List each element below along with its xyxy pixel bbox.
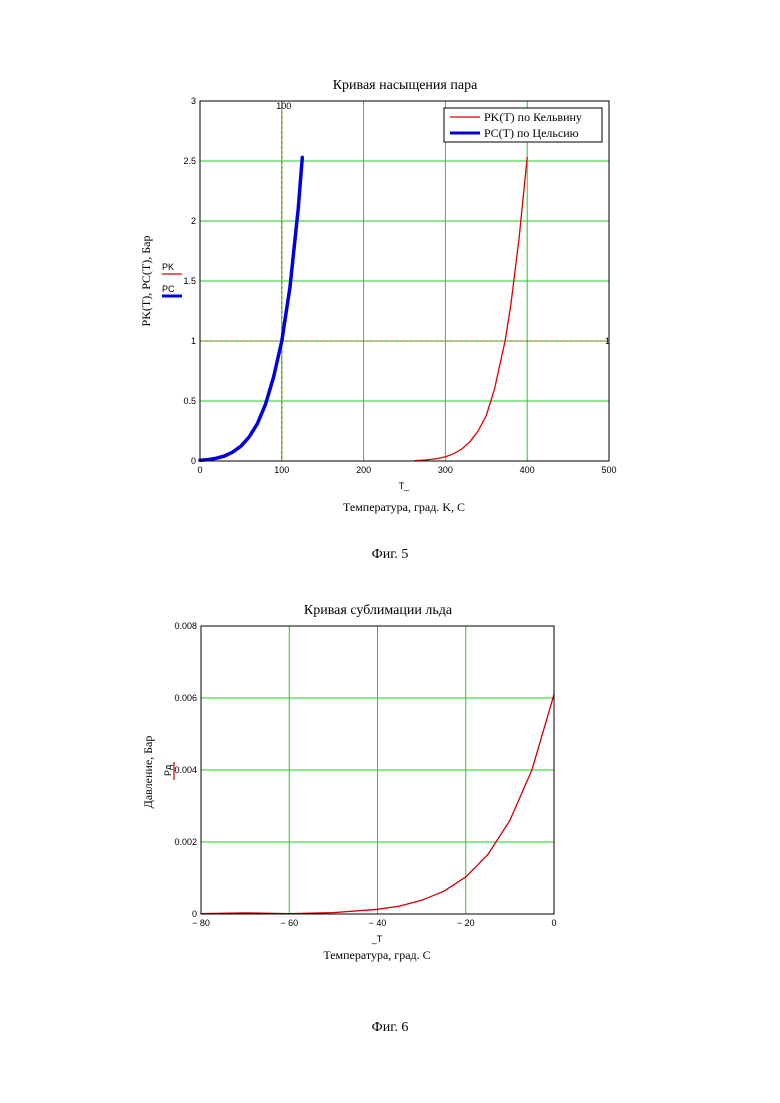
series-line-2 [200,157,302,460]
y-tick-label: 0.008 [174,621,197,631]
y-trace-label-pd: Pд [163,764,173,776]
x-tick-labels: 0 100 200 300 400 500 [197,465,616,475]
x-tick-label: 0 [551,918,556,928]
x-tick-labels: − 80 − 60 − 40 − 20 0 [192,918,556,928]
y-tick-label: 0 [191,456,196,466]
figure-caption-6: Фиг. 6 [372,1020,409,1035]
series-line-1 [415,157,527,460]
y-tick-labels: 0 0.002 0.004 0.006 0.008 [174,621,197,919]
y-tick-label: 0.006 [174,693,197,703]
y-trace-label-pc: PC [162,284,175,294]
x-tick-label: − 20 [457,918,475,928]
chart-ice-sublimation: Кривая сублимации льда − 80 − 60 − 40 − 20 0… [141,603,557,962]
y-tick-label: 0.002 [174,837,197,847]
y-tick-label: 0.004 [174,765,197,775]
y-axis-label: Давление, Бар [141,736,155,809]
x-variable-label: _T [371,934,383,944]
x-axis-label: Температура, град. C [323,948,430,962]
y-tick-label: 1 [191,336,196,346]
y-tick-label: 2 [191,216,196,226]
x-tick-label: 300 [438,465,453,475]
x-axis-label: Температура, град. K, C [343,500,465,514]
reference-label-vertical: 100 [276,101,291,111]
x-tick-label: − 40 [369,918,387,928]
y-tick-labels: 0 0.5 1 1.5 2 2.5 3 [183,96,196,466]
grid [201,626,554,914]
y-tick-label: 2.5 [183,156,196,166]
x-tick-label: 200 [356,465,371,475]
y-tick-label: 0.5 [183,396,196,406]
legend-entry-pc: PC(T) по Цельсию [484,126,579,140]
chart-vapor-saturation: Кривая насыщения пара 100 1 0 100 200 300 400… [139,78,617,514]
x-tick-label: 500 [601,465,616,475]
legend: PK(T) по Кельвину PC(T) по Цельсию [444,108,602,142]
x-tick-label: − 60 [280,918,298,928]
x-tick-label: 0 [197,465,202,475]
figure-caption-5: Фиг. 5 [372,547,409,562]
x-tick-label: 400 [520,465,535,475]
y-tick-label: 1.5 [183,276,196,286]
y-tick-label: 3 [191,96,196,106]
y-tick-label: 0 [192,909,197,919]
legend-entry-pk: PK(T) по Кельвину [484,110,582,124]
y-trace-label-pk: PK [162,262,174,272]
y-axis-label: PK(T), PC(T), Бар [139,236,153,327]
chart-title: Кривая сублимации льда [304,603,453,618]
x-tick-label: 100 [274,465,289,475]
grid [200,101,609,461]
x-variable-label: T_ [399,481,410,491]
chart-title: Кривая насыщения пара [333,78,478,93]
x-tick-label: − 80 [192,918,210,928]
